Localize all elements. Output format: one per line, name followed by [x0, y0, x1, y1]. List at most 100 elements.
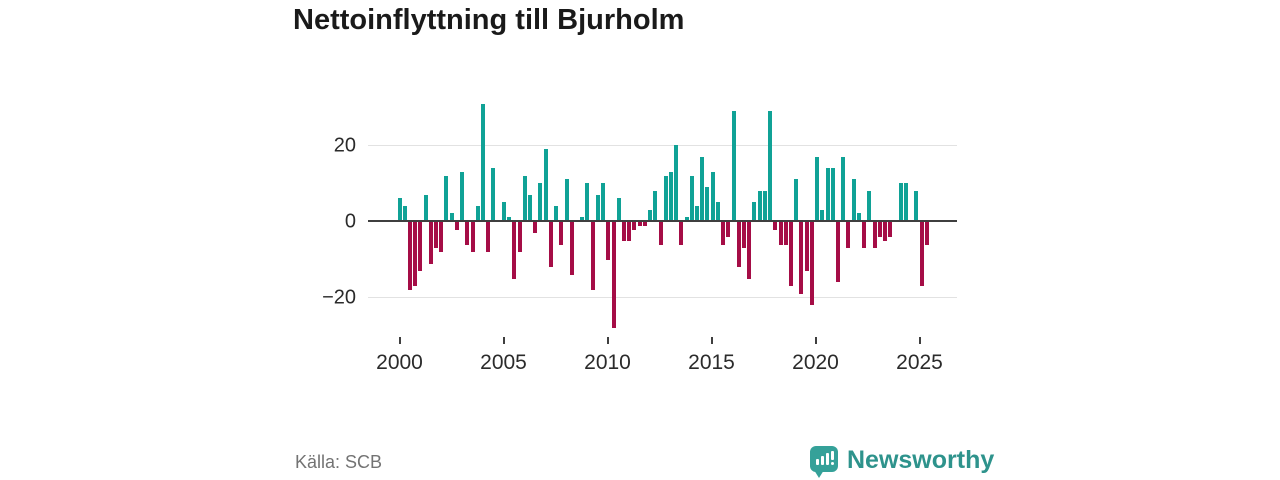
bar [726, 222, 731, 238]
bar [804, 222, 809, 272]
bar [783, 222, 788, 245]
bar [632, 222, 637, 230]
x-axis-tick-mark [398, 337, 401, 344]
logo-exclamation-dot [831, 462, 834, 465]
bar [439, 222, 444, 253]
x-axis-tick-label: 2000 [376, 351, 423, 374]
bar [888, 222, 893, 238]
bar [742, 222, 747, 249]
bar [715, 202, 720, 221]
newsworthy-branding: Newsworthy [810, 442, 994, 478]
bar [501, 202, 506, 221]
bar [460, 171, 465, 221]
x-axis-tick-label: 2020 [792, 351, 839, 374]
bar [512, 222, 517, 279]
x-axis-tick-label: 2025 [896, 351, 943, 374]
bar [590, 222, 595, 291]
bar [679, 222, 684, 245]
bar [919, 222, 924, 287]
bar [585, 183, 590, 221]
bar [799, 222, 804, 294]
bar [872, 222, 877, 249]
y-axis-tick-label: 0 [344, 210, 356, 233]
bar [815, 156, 820, 221]
bar [825, 168, 830, 221]
bar [601, 183, 606, 221]
bar [543, 149, 548, 221]
bar [731, 111, 736, 221]
bar [867, 190, 872, 221]
bar [882, 222, 887, 241]
x-axis-tick-mark [502, 337, 505, 344]
x-axis-tick-mark [814, 337, 817, 344]
logo-bubble-tail [814, 470, 824, 478]
x-axis-tick-label: 2005 [480, 351, 527, 374]
bar [658, 222, 663, 245]
logo-bar-3 [826, 453, 829, 465]
gridline-y20 [368, 145, 957, 146]
bar [794, 179, 799, 221]
bar [481, 103, 486, 221]
bar [616, 198, 621, 221]
bar [444, 175, 449, 221]
bar [663, 175, 668, 221]
bar [449, 213, 454, 221]
bar [559, 222, 564, 245]
bar [778, 222, 783, 245]
bar [684, 217, 689, 221]
bar [470, 222, 475, 253]
bar [877, 222, 882, 238]
page-title: Nettoinflyttning till Bjurholm [293, 4, 685, 36]
bar [486, 222, 491, 253]
bar [789, 222, 793, 287]
bar [580, 217, 585, 221]
bar [768, 111, 773, 221]
bar [606, 222, 611, 260]
newsworthy-wordmark: Newsworthy [847, 445, 995, 474]
bar [856, 213, 861, 221]
bar [736, 222, 741, 268]
bar [554, 205, 559, 221]
logo-bar-2 [821, 456, 824, 465]
bar [637, 222, 642, 226]
bar [705, 186, 710, 221]
logo-bar-1 [816, 459, 819, 465]
bar [522, 175, 527, 221]
bar [397, 198, 402, 221]
bar [642, 222, 647, 226]
x-axis-tick-label: 2015 [688, 351, 735, 374]
bar [418, 222, 423, 272]
bar [475, 205, 480, 221]
bar [413, 222, 418, 287]
bar [564, 179, 569, 221]
bar [752, 202, 757, 221]
x-axis-tick-mark [606, 337, 609, 344]
x-axis-tick-mark [918, 337, 921, 344]
bar [668, 171, 673, 221]
x-axis-tick-mark [710, 337, 713, 344]
zero-axis-line [368, 220, 957, 222]
bar [428, 222, 433, 264]
bar [533, 222, 538, 234]
bar [757, 190, 762, 221]
bar [402, 205, 407, 221]
bar [507, 217, 512, 221]
bar [835, 222, 840, 283]
gridline-y-20 [368, 297, 957, 298]
bar [747, 222, 752, 279]
bar [517, 222, 522, 253]
bar [721, 222, 726, 245]
bar [762, 190, 767, 221]
bar [648, 209, 653, 221]
bar [689, 175, 694, 221]
bar [595, 194, 600, 221]
bar [423, 194, 428, 221]
x-axis-tick-label: 2010 [584, 351, 631, 374]
bar [548, 222, 553, 268]
source-label: Källa: SCB [295, 452, 383, 472]
bar [841, 156, 846, 221]
bar [809, 222, 814, 306]
bar [454, 222, 459, 230]
bar [710, 171, 715, 221]
bar [465, 222, 470, 245]
